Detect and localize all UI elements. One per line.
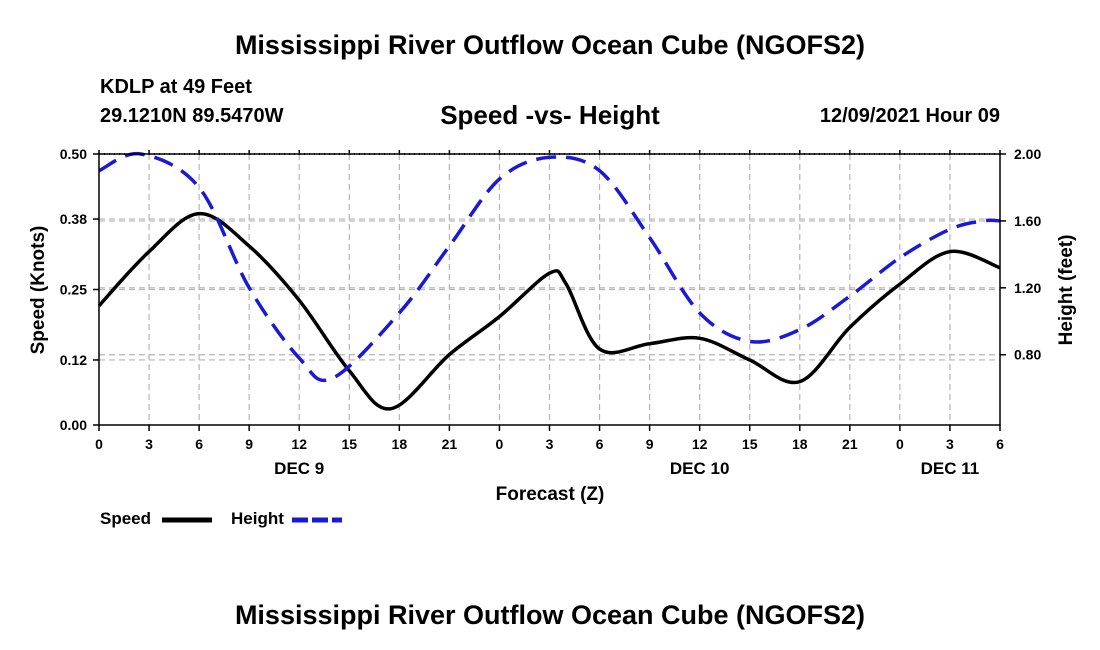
series-lines [97, 152, 1001, 411]
station-label: KDLP at 49 Feet [100, 76, 252, 98]
x-tick-label: 18 [392, 436, 408, 452]
footer-title: Mississippi River Outflow Ocean Cube (NG… [234, 600, 866, 630]
y2-tick-label: 1.20 [1014, 280, 1041, 296]
x-tick-label: 0 [496, 436, 504, 452]
chart-subtitle: Speed -vs- Height [440, 100, 660, 130]
x-tick-label: 3 [145, 436, 153, 452]
x-tick-label: 0 [95, 436, 103, 452]
y2-axis-title: Height (feet) [1056, 235, 1077, 346]
x-tick-label: 12 [291, 436, 307, 452]
x-tick-label: 15 [341, 436, 357, 452]
grid-lines [99, 153, 1000, 425]
y-tick-label: 0.50 [60, 146, 87, 162]
y2-tick-label: 1.60 [1014, 213, 1041, 229]
x-day-label: DEC 11 [921, 459, 980, 478]
chart-title: Mississippi River Outflow Ocean Cube (NG… [234, 30, 866, 60]
y-tick-label: 0.12 [60, 352, 87, 368]
y2-tick-label: 0.80 [1014, 347, 1041, 363]
series-line-speed [97, 211, 1001, 411]
x-axis-title: Forecast (Z) [496, 484, 605, 505]
x-tick-label: 6 [195, 436, 203, 452]
station-coordinates: 29.1210N 89.5470W [100, 105, 284, 127]
y-tick-label: 0.25 [60, 282, 87, 298]
legend: Speed Height [100, 509, 342, 528]
legend-label-speed: Speed [100, 509, 151, 528]
x-tick-label: 21 [842, 436, 858, 452]
x-tick-label: 9 [646, 436, 654, 452]
forecast-datetime: 12/09/2021 Hour 09 [819, 105, 1000, 127]
x-tick-label: 3 [946, 436, 954, 452]
x-day-label: DEC 10 [670, 459, 730, 478]
x-tick-label: 18 [792, 436, 808, 452]
x-tick-label: 12 [692, 436, 708, 452]
x-tick-label: 6 [596, 436, 604, 452]
x-tick-label: 0 [896, 436, 904, 452]
y2-tick-label: 2.00 [1014, 146, 1041, 162]
x-tick-label: 15 [742, 436, 758, 452]
x-tick-label: 6 [996, 436, 1004, 452]
series-line-height [98, 152, 1001, 383]
x-tick-label: 3 [546, 436, 554, 452]
y-axis-title: Speed (Knots) [28, 226, 49, 355]
axes: 0 3 6 9 12 15 18 21 0 3 6 9 12 15 18 21 0 3 6 DEC 9 DEC 10 DE… [60, 146, 1042, 478]
legend-label-height: Height [231, 509, 284, 528]
x-tick-label: 9 [245, 436, 253, 452]
y-tick-label: 0.38 [60, 211, 87, 227]
x-day-label: DEC 9 [274, 459, 324, 478]
y-tick-label: 0.00 [60, 417, 87, 433]
x-tick-label: 21 [442, 436, 458, 452]
